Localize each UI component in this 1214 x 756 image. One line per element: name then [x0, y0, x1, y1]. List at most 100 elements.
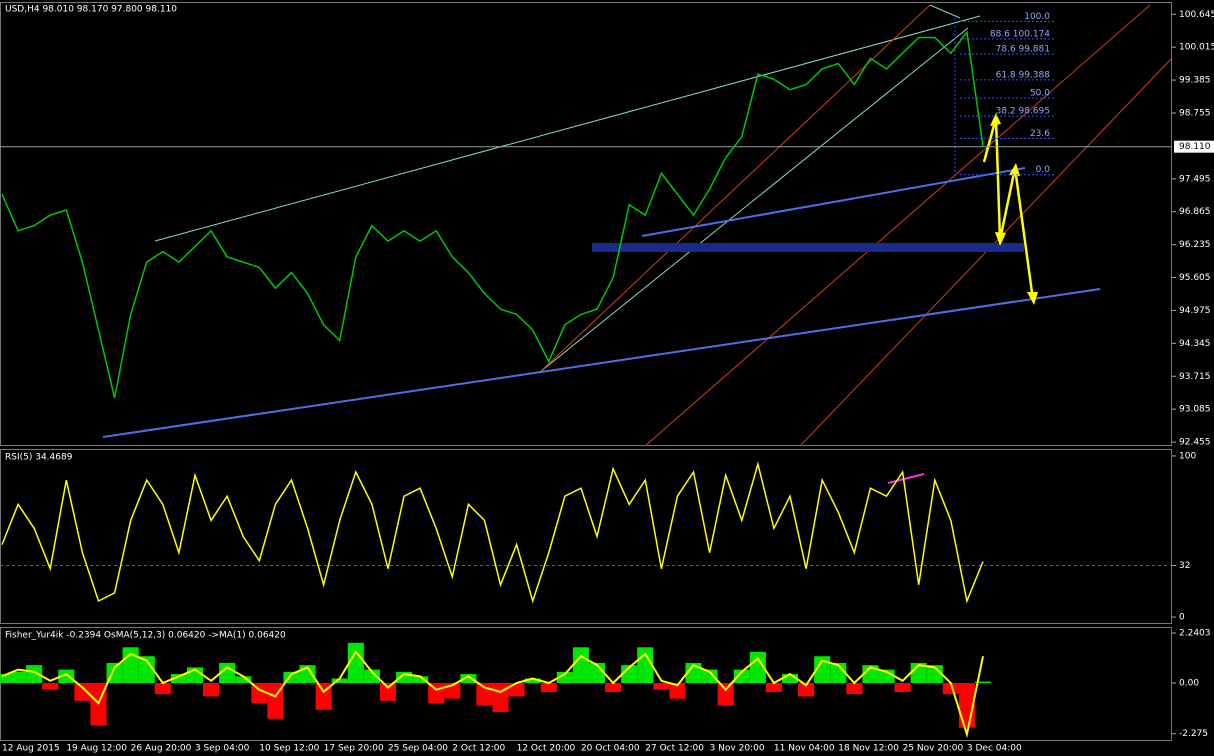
histogram-bar: [154, 682, 171, 695]
x-tick-label: 19 Aug 12:00: [66, 744, 127, 754]
histogram-bar: [524, 678, 541, 683]
fib-label: 61.8 99.388: [996, 70, 1051, 80]
y-tick-label: 92.455: [1179, 438, 1211, 448]
histogram-bar: [347, 642, 364, 683]
histogram-bar: [717, 682, 734, 706]
x-tick-label: 3 Sep 04:00: [195, 744, 250, 754]
fisher-title: Fisher_Yur4ik -0.2394 OsMA(5,12,3) 0.064…: [5, 631, 286, 641]
y-tick-label: 94.975: [1179, 306, 1211, 316]
histogram-bar: [605, 682, 622, 692]
x-tick-label: 3 Nov 20:00: [710, 744, 765, 754]
histogram-bar: [74, 682, 91, 701]
rsi-title: RSI(5) 34.4689: [5, 453, 73, 463]
histogram-bar: [926, 665, 943, 683]
y-tick-label: -2.275: [1179, 729, 1208, 739]
data-line: [1, 30, 984, 399]
x-tick-label: 25 Nov 20:00: [903, 744, 964, 754]
trend-line: [102, 288, 1101, 438]
histogram-bar: [669, 682, 686, 699]
histogram-bar: [733, 669, 750, 683]
fib-label: 0.0: [1036, 165, 1051, 175]
y-tick-label: 94.345: [1179, 339, 1211, 349]
signal-line: [1, 650, 984, 739]
arrow-head: [1009, 163, 1020, 176]
fib-label: 50.0: [1030, 89, 1050, 99]
y-tick-label: 96.865: [1179, 207, 1211, 217]
histogram-bar: [588, 662, 606, 683]
support-zone: [592, 243, 1024, 252]
fib-label: 38.2 98.695: [996, 107, 1050, 117]
data-line: [1, 461, 984, 604]
trend-line: [641, 167, 1026, 237]
histogram-bar: [942, 682, 959, 695]
histogram-bar: [846, 682, 863, 695]
y-tick-label: 0.00: [1179, 678, 1199, 688]
histogram-bar: [894, 682, 911, 692]
histogram-bar: [363, 669, 380, 683]
divergence-line: [887, 473, 925, 484]
y-tick-label: 100.015: [1179, 43, 1214, 53]
histogram-bar: [621, 665, 638, 683]
histogram-bar: [765, 682, 782, 692]
histogram-bar: [138, 656, 155, 683]
rsi-panel: [0, 449, 1172, 624]
histogram-bar: [0, 674, 11, 683]
histogram-bar: [974, 681, 992, 683]
price-panel: [0, 2, 1172, 446]
y-tick-label: 0: [1179, 613, 1185, 623]
arrow-head: [995, 232, 1006, 246]
x-tick-label: 10 Sep 12:00: [259, 744, 319, 754]
channel-line: [539, 27, 969, 373]
histogram-bar: [814, 656, 831, 683]
histogram-bar: [540, 682, 557, 692]
last-price-box: [1174, 140, 1214, 153]
channel-line: [644, 4, 1151, 447]
arrow-head: [990, 113, 1001, 126]
histogram-bar: [572, 647, 589, 683]
histogram-bar: [492, 682, 509, 712]
histogram-bar: [379, 682, 397, 701]
histogram-bar: [219, 662, 236, 683]
x-tick-label: 26 Aug 20:00: [131, 744, 192, 754]
histogram-bar: [203, 682, 220, 697]
histogram-bar: [42, 682, 59, 690]
last-price-label: 98.110: [1179, 142, 1211, 152]
histogram-bar: [235, 676, 252, 683]
histogram-bar: [283, 671, 300, 683]
x-tick-label: 18 Nov 12:00: [838, 744, 899, 754]
histogram-bar: [122, 647, 139, 683]
y-tick-label: 93.085: [1179, 405, 1211, 415]
fib-label: 78.6 99.881: [996, 45, 1050, 55]
x-tick-label: 12 Oct 20:00: [517, 744, 576, 754]
y-tick-label: 98.755: [1179, 109, 1211, 119]
histogram-bar: [556, 671, 573, 683]
histogram-bar: [862, 665, 879, 683]
x-tick-label: 12 Aug 2015: [2, 744, 60, 754]
histogram-bar: [781, 674, 799, 683]
fisher-panel: [0, 627, 1172, 741]
histogram-bar: [170, 674, 187, 683]
x-tick-label: 25 Sep 04:00: [388, 744, 448, 754]
histogram-bar: [396, 671, 413, 683]
y-tick-label: 2.2403: [1179, 629, 1211, 639]
histogram-bar: [749, 651, 766, 683]
y-tick-label: 100: [1179, 451, 1196, 461]
y-tick-label: 96.235: [1179, 240, 1211, 250]
histogram-bar: [830, 662, 847, 683]
fib-label: 23.6: [1030, 129, 1050, 139]
arrow-head: [1027, 292, 1038, 305]
y-tick-label: 99.385: [1179, 76, 1211, 86]
y-tick-label: 97.495: [1179, 174, 1211, 184]
histogram-bar: [58, 669, 75, 683]
histogram-bar: [460, 674, 477, 683]
histogram-bar: [331, 678, 348, 683]
x-tick-label: 27 Oct 12:00: [645, 744, 704, 754]
histogram-bar: [653, 682, 670, 690]
price-title: USD,H4 98.010 98.170 97.800 98.110: [5, 5, 177, 15]
x-tick-label: 2 Oct 12:00: [452, 744, 505, 754]
x-tick-label: 20 Oct 04:00: [581, 744, 640, 754]
y-tick-label: 93.715: [1179, 372, 1211, 382]
channel-line: [154, 15, 981, 242]
y-tick-label: 95.605: [1179, 273, 1211, 283]
